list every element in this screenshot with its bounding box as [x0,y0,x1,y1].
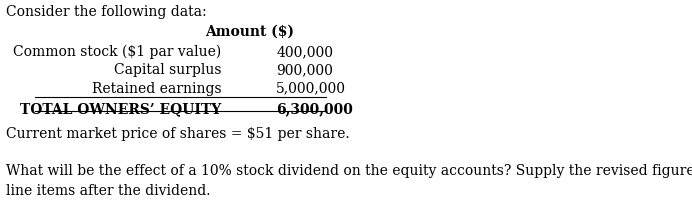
Text: 900,000: 900,000 [276,63,333,77]
Text: Capital surplus: Capital surplus [113,63,221,77]
Text: Consider the following data:: Consider the following data: [6,5,207,19]
Text: 6,300,000: 6,300,000 [276,102,353,116]
Text: 400,000: 400,000 [276,45,334,59]
Text: What will be the effect of a 10% stock dividend on the equity accounts? Supply t: What will be the effect of a 10% stock d… [6,164,692,198]
Text: TOTAL OWNERS’ EQUITY: TOTAL OWNERS’ EQUITY [20,102,221,116]
Text: Amount ($): Amount ($) [206,24,295,38]
Text: Common stock ($1 par value): Common stock ($1 par value) [13,45,221,59]
Text: Current market price of shares = $51 per share.: Current market price of shares = $51 per… [6,128,349,141]
Text: Retained earnings: Retained earnings [91,82,221,96]
Text: 5,000,000: 5,000,000 [276,82,346,96]
